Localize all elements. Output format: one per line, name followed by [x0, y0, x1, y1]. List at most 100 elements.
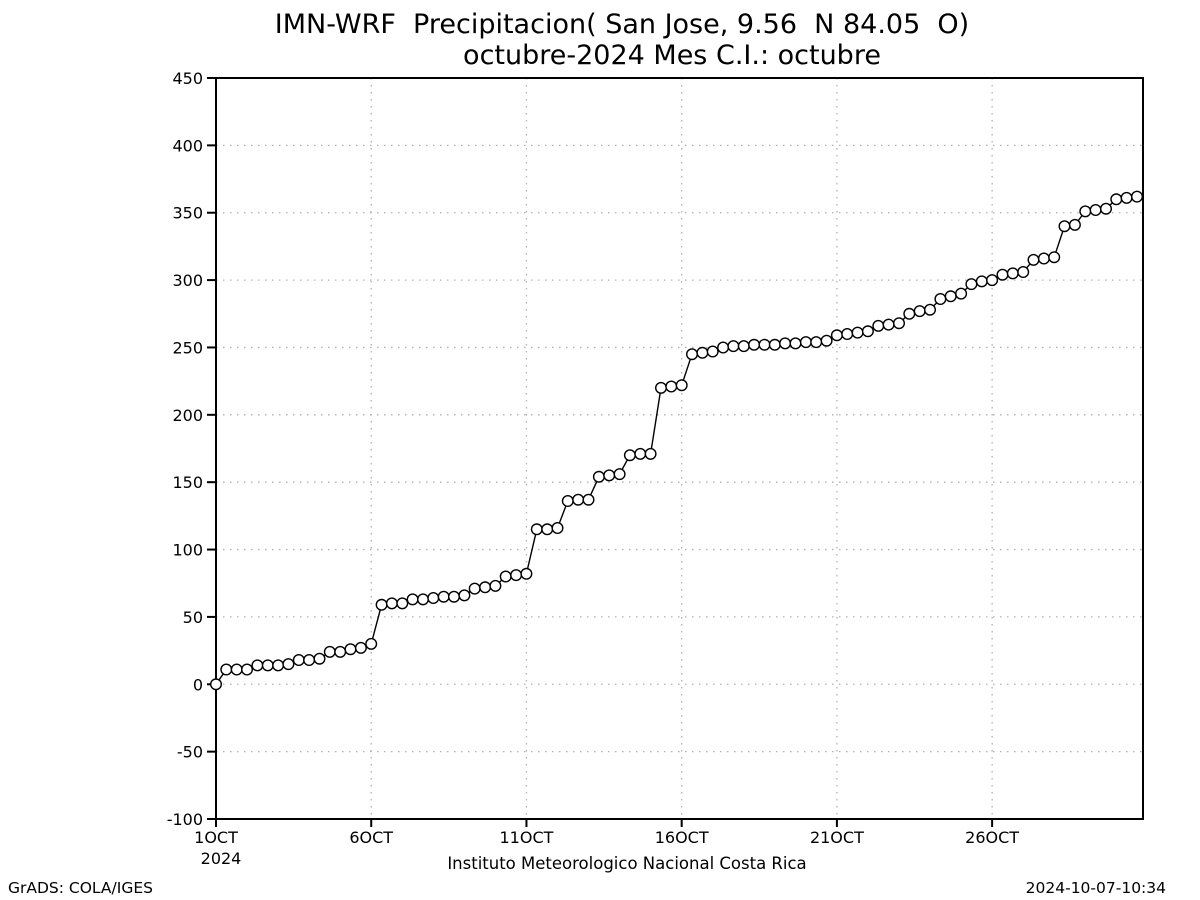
data-point-marker — [479, 581, 492, 594]
chart-title: IMN-WRF Precipitacion( San Jose, 9.56 N … — [275, 9, 969, 40]
data-point-marker — [810, 336, 823, 349]
data-point-marker — [903, 307, 916, 320]
data-point-marker — [1068, 218, 1081, 231]
grads-credit: GrADS: COLA/IGES — [8, 879, 153, 897]
data-point-marker — [737, 340, 750, 353]
y-tick-label: 300 — [172, 271, 203, 290]
y-tick-label: 150 — [172, 473, 203, 492]
y-tick-label: 450 — [172, 69, 203, 88]
gridlines-group — [216, 78, 1143, 819]
x-axis-caption: Instituto Meteorologico Nacional Costa R… — [447, 854, 806, 873]
data-point-marker — [230, 663, 243, 676]
y-tick-label: -50 — [177, 743, 203, 762]
data-point-marker — [727, 340, 740, 353]
data-point-marker — [665, 380, 678, 393]
data-point-marker — [1130, 190, 1143, 203]
data-point-marker — [541, 523, 554, 536]
y-tick-label: 250 — [172, 338, 203, 357]
data-point-marker — [468, 582, 481, 595]
data-point-marker — [1017, 266, 1030, 279]
data-point-marker — [758, 338, 771, 351]
data-point-marker — [1120, 191, 1133, 204]
data-point-marker — [1027, 253, 1040, 266]
data-point-marker — [644, 447, 657, 460]
data-point-marker — [748, 338, 761, 351]
data-point-marker — [561, 495, 574, 508]
data-point-marker — [1089, 203, 1102, 216]
y-tick-label: 350 — [172, 204, 203, 223]
data-point-marker — [1058, 220, 1071, 233]
y-tick-label: 400 — [172, 136, 203, 155]
data-point-marker — [1110, 193, 1123, 206]
data-point-marker — [861, 325, 874, 338]
data-point-marker — [323, 645, 336, 658]
data-point-marker — [406, 593, 419, 606]
data-point-marker — [913, 305, 926, 318]
data-point-marker — [375, 598, 388, 611]
data-point-marker — [354, 641, 367, 654]
data-point-marker — [717, 341, 730, 354]
data-point-marker — [706, 345, 719, 358]
data-point-marker — [944, 290, 957, 303]
data-point-marker — [603, 469, 616, 482]
data-point-marker — [313, 652, 326, 665]
data-point-marker — [955, 287, 968, 300]
data-point-marker — [251, 659, 264, 672]
data-series-group — [209, 190, 1143, 691]
data-point-marker — [344, 643, 357, 656]
data-point-marker — [220, 663, 233, 676]
data-point-marker — [510, 569, 523, 582]
data-point-marker — [458, 589, 471, 602]
data-point-marker — [623, 449, 636, 462]
data-point-marker — [261, 659, 274, 672]
plot-frame — [215, 77, 1144, 820]
data-point-marker — [789, 337, 802, 350]
chart-subtitle: octubre-2024 Mes C.I.: octubre — [463, 40, 881, 71]
y-tick-label: 100 — [172, 541, 203, 560]
data-point-marker — [1048, 251, 1061, 264]
data-point-marker — [934, 293, 947, 306]
data-point-marker — [634, 447, 647, 460]
data-point-marker — [272, 659, 285, 672]
data-point-marker — [830, 329, 843, 342]
data-point-marker — [613, 468, 626, 481]
data-point-marker — [882, 318, 895, 331]
data-point-marker — [385, 597, 398, 610]
data-point-marker — [1006, 267, 1019, 280]
x-tick-label: 11OCT — [499, 828, 553, 847]
y-tick-label: 0 — [193, 675, 203, 694]
x-tick-label: 6OCT — [349, 828, 393, 847]
data-point-marker — [655, 381, 668, 394]
data-point-marker — [893, 317, 906, 330]
data-point-marker — [1037, 252, 1050, 265]
series-line — [215, 195, 1138, 685]
data-point-marker — [841, 328, 854, 341]
data-point-marker — [872, 319, 885, 332]
x-tick-label: 21OCT — [810, 828, 864, 847]
x-tick-label: 26OCT — [965, 828, 1019, 847]
data-point-marker — [1079, 205, 1092, 218]
data-point-marker — [686, 348, 699, 361]
x-tick-label: 16OCT — [655, 828, 709, 847]
data-point-marker — [417, 593, 430, 606]
data-point-marker — [768, 338, 781, 351]
data-point-marker — [448, 590, 461, 603]
data-point-marker — [592, 470, 605, 483]
data-point-marker — [551, 522, 564, 535]
timestamp: 2024-10-07-10:34 — [1026, 879, 1166, 897]
data-point-marker — [996, 268, 1009, 281]
data-point-marker — [240, 663, 253, 676]
data-point-marker — [437, 590, 450, 603]
data-point-marker — [499, 570, 512, 583]
data-point-marker — [489, 579, 502, 592]
data-point-marker — [779, 337, 792, 350]
data-point-marker — [396, 597, 409, 610]
data-point-marker — [965, 278, 978, 291]
data-point-marker — [365, 637, 378, 650]
data-point-marker — [1099, 202, 1112, 215]
data-point-marker — [799, 336, 812, 349]
data-point-marker — [530, 523, 543, 536]
data-point-marker — [696, 346, 709, 359]
